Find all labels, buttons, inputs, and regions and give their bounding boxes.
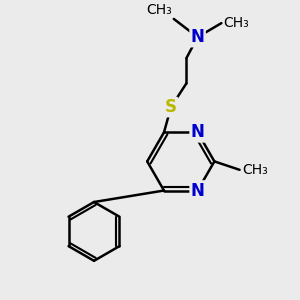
Text: CH₃: CH₃ bbox=[242, 163, 268, 177]
Text: CH₃: CH₃ bbox=[146, 3, 172, 17]
Text: CH₃: CH₃ bbox=[224, 16, 249, 30]
Text: N: N bbox=[191, 28, 205, 46]
Text: S: S bbox=[165, 98, 177, 116]
Text: N: N bbox=[191, 182, 205, 200]
Text: N: N bbox=[191, 123, 205, 141]
